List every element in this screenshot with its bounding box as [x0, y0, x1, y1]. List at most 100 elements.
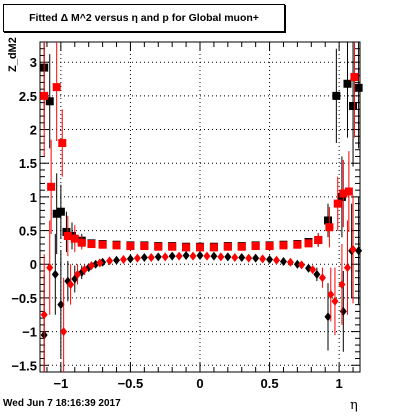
data-point-square	[304, 239, 313, 248]
data-point-diamond	[67, 279, 75, 289]
data-point-square	[77, 238, 86, 247]
y-tick-label: 2.5	[19, 89, 37, 104]
data-point-square	[126, 242, 135, 251]
data-point-square	[251, 242, 260, 251]
data-point-square	[325, 223, 334, 232]
y-tick-label: −1	[22, 325, 37, 340]
data-point-diamond	[279, 257, 287, 267]
x-tick-label: −1	[53, 376, 68, 391]
data-point-square	[314, 236, 323, 244]
data-point-diamond	[140, 253, 148, 263]
data-point-diamond	[189, 251, 197, 261]
y-tick-label: 3	[30, 55, 37, 70]
data-point-diamond	[273, 255, 281, 265]
data-point-diamond	[231, 253, 239, 263]
data-point-diamond	[51, 269, 59, 279]
data-point-square	[45, 97, 54, 106]
data-point-diamond	[182, 250, 190, 260]
y-tick-label: 2	[30, 123, 37, 138]
tick-labels: −1 −0.5 0 0.5 1 −1.5 −1 −0.5 0 0.5 1 1.5 2 2.5 3	[11, 55, 342, 391]
data-point-square	[112, 241, 121, 250]
y-tick-label: 1	[30, 190, 37, 205]
timestamp-footer: Wed Jun 7 18:16:39 2017	[3, 398, 121, 409]
data-point-diamond	[133, 253, 141, 263]
data-point-diamond	[196, 250, 204, 260]
data-point-diamond	[40, 310, 48, 320]
data-point-square	[333, 199, 342, 208]
data-point-diamond	[286, 257, 294, 267]
data-point-diamond	[327, 290, 335, 300]
data-point-square	[47, 182, 56, 191]
data-point-square	[58, 139, 67, 148]
data-point-square	[265, 242, 274, 251]
y-axis-label: Z_dM2	[7, 37, 19, 72]
data-point-square	[182, 243, 191, 252]
data-point-diamond	[224, 252, 232, 262]
data-point-diamond	[161, 252, 169, 262]
data-point-square	[154, 242, 163, 251]
data-point-diamond	[343, 263, 351, 273]
data-point-square	[350, 73, 359, 82]
data-point-square	[56, 207, 65, 216]
y-tick-label: 0	[30, 257, 37, 272]
data-point-square	[237, 242, 246, 251]
chart-title: Fitted Δ M^2 versus η and p for Global m…	[29, 12, 259, 24]
data-point-square	[168, 242, 177, 251]
data-point-diamond	[259, 254, 267, 264]
x-axis-label: η	[350, 398, 358, 413]
data-point-square	[324, 216, 332, 225]
data-point-square	[209, 243, 218, 252]
data-point-square	[344, 187, 353, 196]
data-point-diamond	[238, 253, 246, 263]
data-point-square	[52, 83, 61, 92]
data-point-diamond	[113, 255, 121, 265]
data-point-diamond	[74, 269, 82, 279]
data-point-diamond	[245, 253, 253, 263]
data-point-diamond	[175, 251, 183, 261]
data-point-diamond	[81, 265, 89, 275]
y-tick-label: −0.5	[11, 291, 37, 306]
data-point-square	[62, 227, 71, 236]
data-point-diamond	[309, 265, 317, 275]
data-marks	[40, 42, 363, 372]
data-point-square	[343, 79, 352, 88]
data-point-square	[70, 234, 79, 243]
data-point-diamond	[147, 253, 155, 263]
y-tick-label: 1.5	[19, 156, 37, 171]
data-point-diamond	[331, 296, 339, 306]
data-point-diamond	[355, 246, 363, 256]
data-point-square	[52, 209, 61, 218]
data-point-square	[349, 101, 358, 110]
data-point-diamond	[87, 261, 95, 271]
data-point-diamond	[46, 263, 54, 273]
data-point-diamond	[60, 327, 68, 337]
data-point-square	[196, 243, 204, 252]
data-point-diamond	[210, 251, 218, 261]
data-point-square	[140, 242, 149, 251]
data-point-diamond	[154, 252, 162, 262]
x-tick-label: 0.5	[261, 376, 279, 391]
data-point-diamond	[266, 255, 274, 265]
x-tick-label: −0.5	[118, 376, 144, 391]
data-point-diamond	[298, 260, 306, 270]
x-tick-label: 0	[196, 376, 203, 391]
data-point-square	[223, 242, 232, 251]
data-point-diamond	[349, 244, 357, 254]
data-point-diamond	[119, 255, 127, 265]
data-point-diamond	[126, 254, 134, 264]
y-tick-label: −1.5	[11, 358, 37, 373]
data-point-diamond	[252, 253, 260, 263]
data-point-diamond	[106, 256, 114, 266]
data-point-square	[293, 240, 302, 249]
x-tick-label: 1	[336, 376, 343, 391]
data-point-diamond	[338, 279, 346, 289]
plot-frame	[39, 41, 361, 373]
data-point-square	[279, 241, 288, 250]
data-point-diamond	[313, 269, 321, 279]
data-point-square	[98, 240, 107, 249]
data-point-square	[40, 91, 49, 100]
data-point-square	[339, 189, 348, 198]
title-box: Fitted Δ M^2 versus η and p for Global m…	[3, 4, 285, 32]
